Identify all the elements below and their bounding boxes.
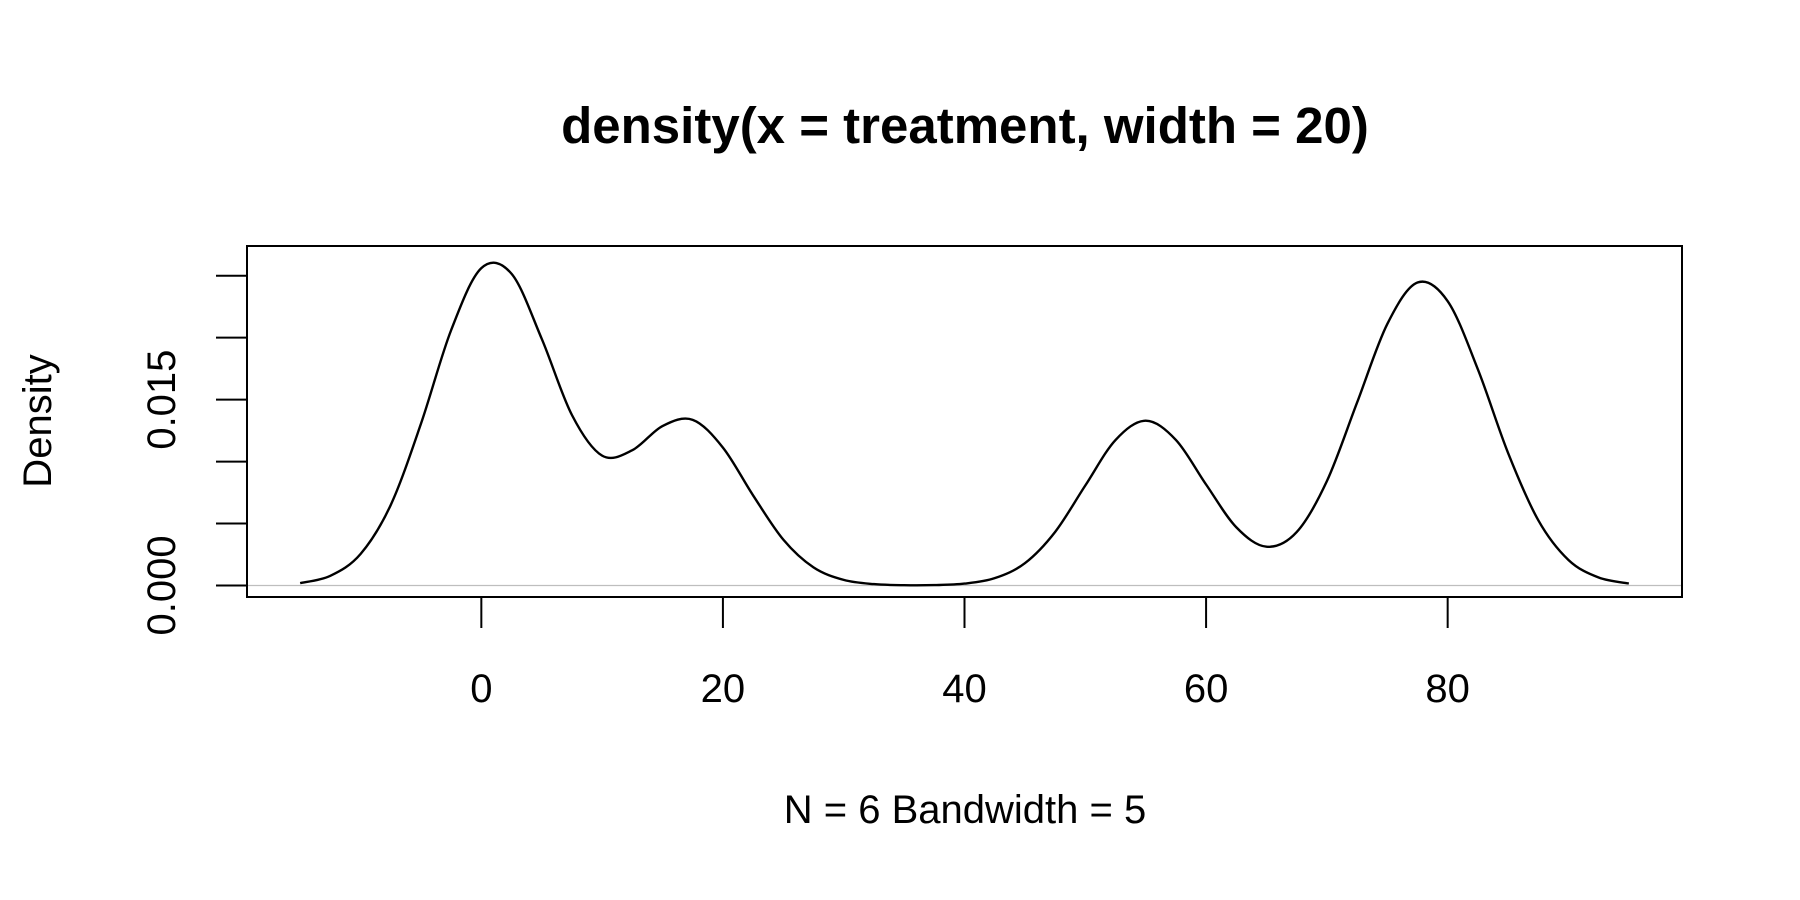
x-tick-label: 20	[701, 667, 746, 711]
density-line	[299, 261, 1630, 587]
x-tick-label: 80	[1425, 667, 1470, 711]
x-tick-label: 0	[470, 667, 492, 711]
chart-title: density(x = treatment, width = 20)	[561, 97, 1369, 154]
x-tick-label: 40	[942, 667, 987, 711]
y-tick-label: 0.015	[140, 350, 184, 450]
x-tick-label: 60	[1184, 667, 1229, 711]
y-tick-label: 0.000	[140, 535, 184, 635]
x-axis-label: N = 6 Bandwidth = 5	[784, 788, 1146, 832]
plot-frame	[246, 245, 1683, 598]
y-axis-label: Density	[16, 354, 60, 487]
